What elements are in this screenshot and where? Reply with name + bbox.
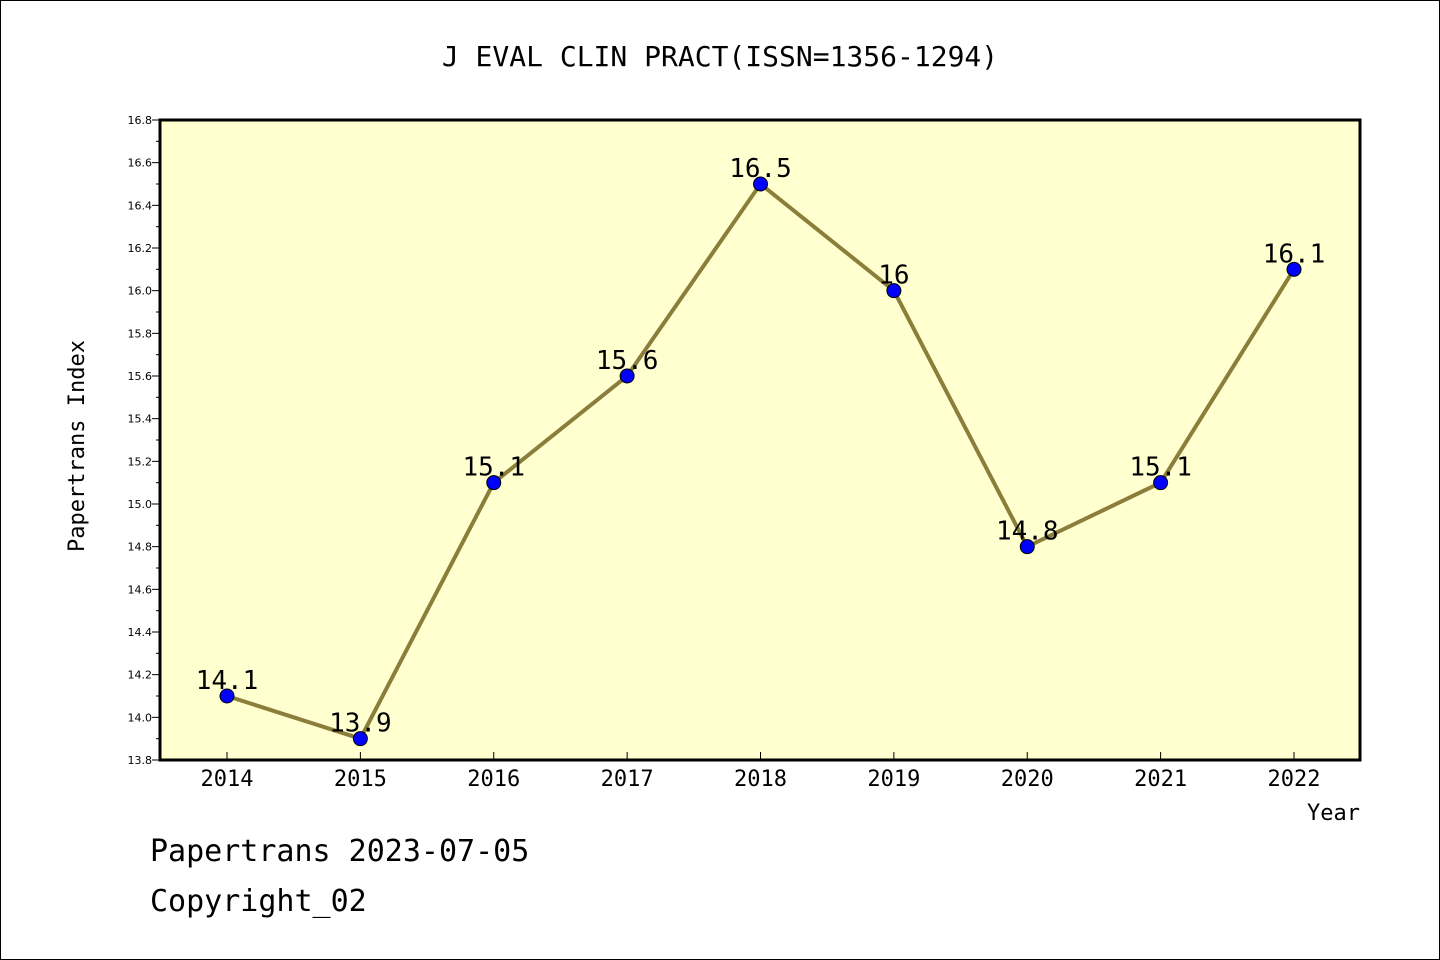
x-tick-label: 2014 bbox=[201, 767, 254, 792]
data-point bbox=[486, 475, 502, 491]
x-tick-label: 2022 bbox=[1268, 767, 1321, 792]
x-axis-label: Year bbox=[1307, 801, 1360, 826]
data-point bbox=[886, 283, 902, 299]
y-tick-label: 15.8 bbox=[128, 327, 153, 340]
x-axis: 2014 2015 2016 2017 2018 2019 2020 2021 2022 bbox=[201, 752, 1321, 792]
data-label: 15.6 bbox=[596, 346, 659, 376]
data-label: 16 bbox=[878, 261, 909, 291]
y-tick-label: 15.6 bbox=[128, 370, 153, 383]
y-tick-label: 13.8 bbox=[128, 754, 153, 767]
data-label: 15.1 bbox=[1129, 453, 1192, 483]
y-tick-label: 14.2 bbox=[128, 669, 153, 682]
plot-area bbox=[160, 120, 1360, 760]
data-labels: 14.1 13.9 15.1 15.6 16.5 16 14.8 15.1 16.1 bbox=[196, 154, 1326, 739]
data-point bbox=[1286, 261, 1302, 277]
series-markers bbox=[219, 176, 1302, 747]
footer-copyright: Copyright_02 bbox=[150, 884, 367, 919]
y-tick-label: 16.2 bbox=[128, 242, 153, 255]
data-point bbox=[1019, 539, 1035, 555]
footer-date: Papertrans 2023-07-05 bbox=[150, 834, 530, 869]
y-axis-label: Papertrans Index bbox=[65, 340, 90, 552]
data-label: 16.5 bbox=[729, 154, 792, 184]
y-tick-label: 14.8 bbox=[128, 541, 153, 554]
x-tick-label: 2017 bbox=[601, 767, 654, 792]
y-tick-label: 14.6 bbox=[128, 583, 153, 596]
x-tick-label: 2020 bbox=[1001, 767, 1054, 792]
y-tick-label: 16.6 bbox=[128, 157, 153, 170]
data-point bbox=[753, 176, 768, 192]
y-tick-label: 16.0 bbox=[128, 285, 153, 298]
y-tick-label: 15.4 bbox=[128, 413, 153, 426]
data-label: 14.8 bbox=[996, 517, 1059, 547]
y-tick-label: 16.8 bbox=[128, 114, 153, 127]
y-tick-label: 15.0 bbox=[128, 498, 153, 511]
x-tick-label: 2021 bbox=[1134, 767, 1187, 792]
data-point bbox=[219, 688, 235, 704]
data-label: 13.9 bbox=[329, 709, 392, 739]
x-tick-label: 2016 bbox=[467, 767, 520, 792]
x-tick-label: 2015 bbox=[334, 767, 387, 792]
y-axis: 13.8 14.0 14.2 14.4 14.6 14.8 15.0 15.2 15.4 15.6… bbox=[128, 114, 160, 767]
y-tick-label: 14.0 bbox=[128, 711, 153, 724]
x-tick-label: 2019 bbox=[867, 767, 920, 792]
data-label: 15.1 bbox=[462, 453, 525, 483]
data-point bbox=[619, 368, 635, 384]
plot-border bbox=[158, 118, 1362, 762]
y-tick-label: 16.4 bbox=[128, 199, 153, 212]
data-point bbox=[1153, 475, 1169, 491]
x-tick-label: 2018 bbox=[734, 767, 787, 792]
data-label: 16.1 bbox=[1263, 239, 1326, 269]
chart-title: J EVAL CLIN PRACT(ISSN=1356-1294) bbox=[442, 40, 998, 73]
y-tick-label: 14.4 bbox=[128, 626, 153, 639]
data-label: 14.1 bbox=[196, 666, 259, 696]
y-tick-label: 15.2 bbox=[128, 455, 153, 468]
data-point bbox=[352, 731, 368, 747]
